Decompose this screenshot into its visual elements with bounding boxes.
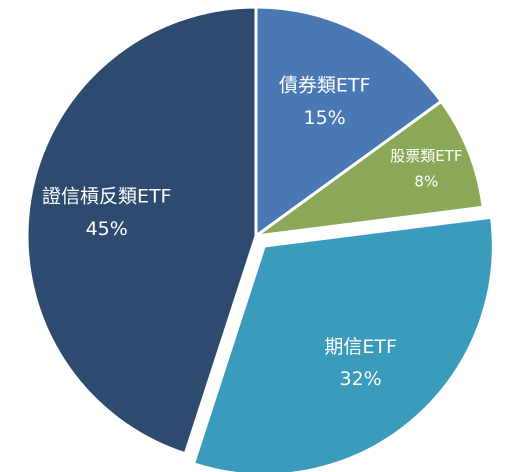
slice-value-label: 8% [414,173,438,191]
pie-slice [254,5,444,239]
slice-label: 股票類ETF [390,147,462,165]
slice-value-label: 15% [303,107,345,129]
pie-slice [255,99,485,238]
slice-value-label: 45% [86,218,128,240]
slice-label: 期信ETF [324,336,397,358]
slice-label: 債券類ETF [279,75,371,97]
pie-slice [191,215,495,472]
pie-slice [25,5,258,456]
slice-value-label: 32% [340,368,382,390]
slice-label: 證信槓反類ETF [42,186,172,208]
